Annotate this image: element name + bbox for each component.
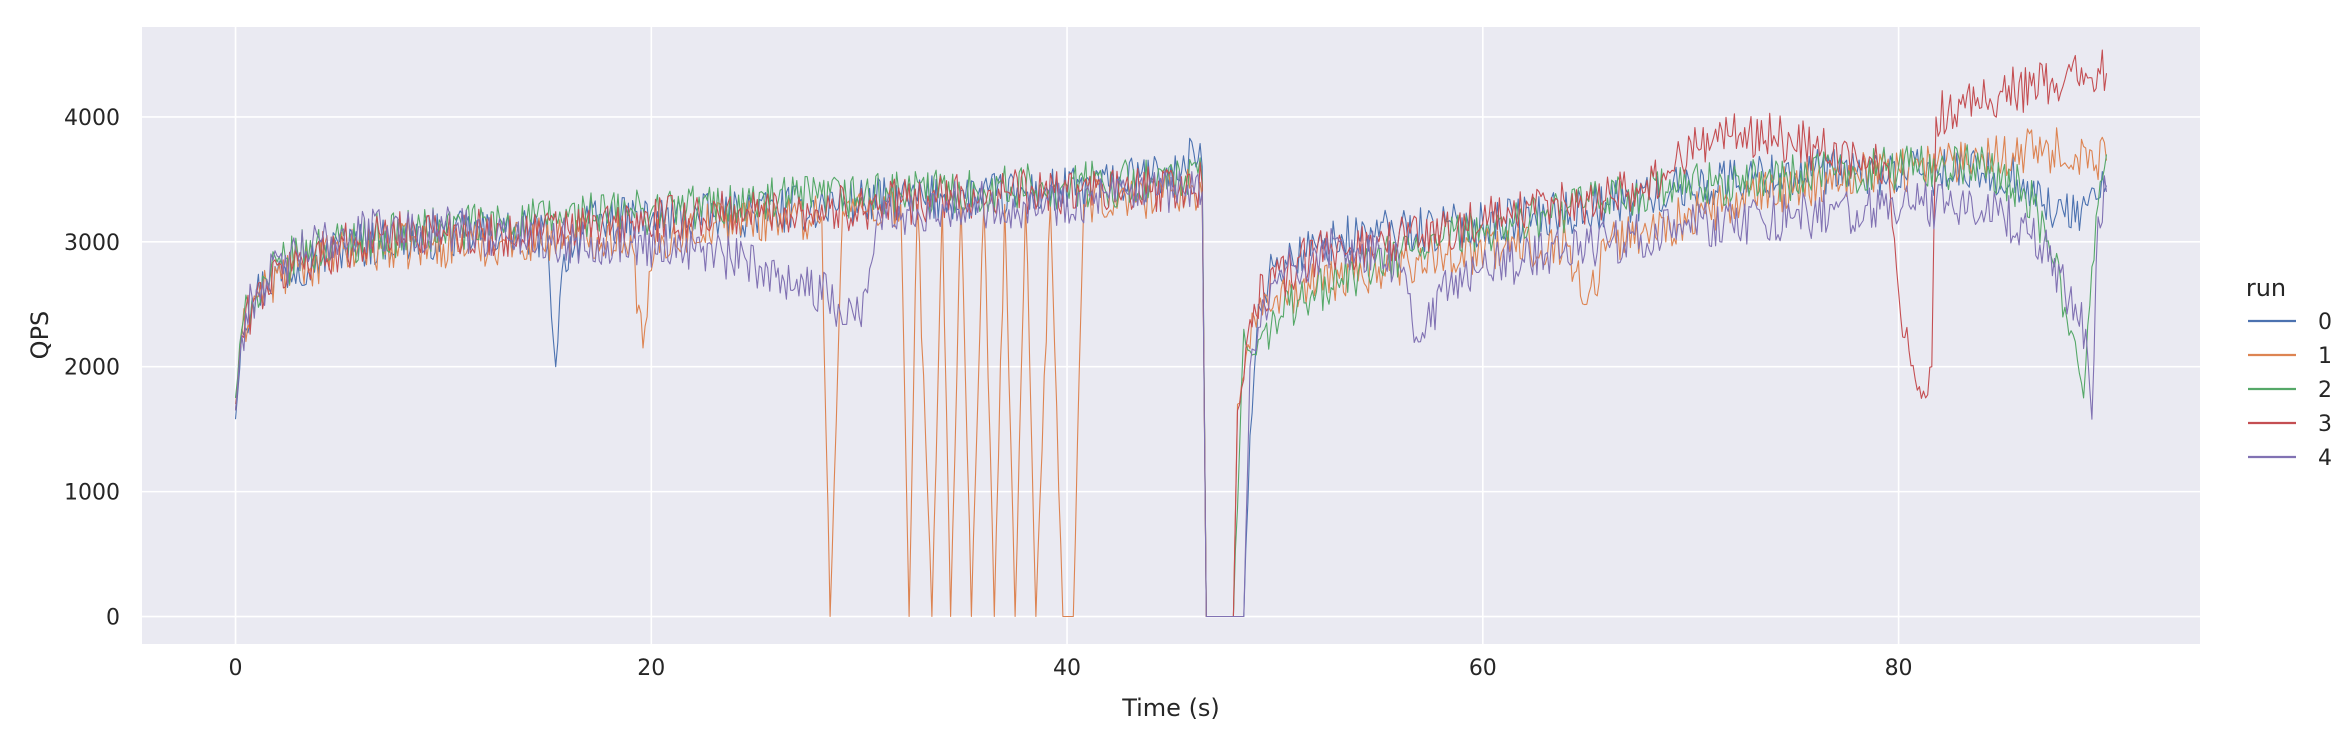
y-gridlines [142, 116, 2200, 618]
legend-title: run [2246, 274, 2286, 302]
series-line-run-3 [234, 49, 2108, 618]
legend-items: 0 1 2 3 4 [2248, 310, 2332, 471]
y-tick-label: 1000 [64, 481, 120, 506]
legend-label-run-1: 1 [2318, 344, 2332, 369]
y-tick-label: 4000 [64, 106, 120, 131]
legend: run 0 1 2 3 4 [2246, 274, 2332, 471]
y-tick-labels: 0 1000 2000 3000 4000 [64, 106, 120, 631]
plot-background [142, 27, 2200, 644]
x-tick-label: 20 [637, 656, 665, 681]
x-gridlines [234, 27, 1900, 644]
series-line-run-4 [234, 170, 2108, 618]
legend-label-run-4: 4 [2318, 446, 2332, 471]
x-tick-label: 60 [1469, 656, 1497, 681]
x-tick-label: 0 [229, 656, 243, 681]
series-lines [234, 49, 2108, 618]
legend-label-run-3: 3 [2318, 412, 2332, 437]
x-tick-label: 40 [1053, 656, 1081, 681]
x-axis-title: Time (s) [1121, 694, 1220, 722]
x-tick-label: 80 [1885, 656, 1913, 681]
series-line-run-2 [234, 144, 2108, 618]
y-tick-label: 2000 [64, 356, 120, 381]
y-tick-label: 3000 [64, 231, 120, 256]
y-tick-label: 0 [106, 606, 120, 631]
legend-label-run-0: 0 [2318, 310, 2332, 335]
x-tick-labels: 0 20 40 60 80 [229, 656, 1913, 681]
y-axis-title: QPS [26, 311, 54, 360]
legend-label-run-2: 2 [2318, 378, 2332, 403]
